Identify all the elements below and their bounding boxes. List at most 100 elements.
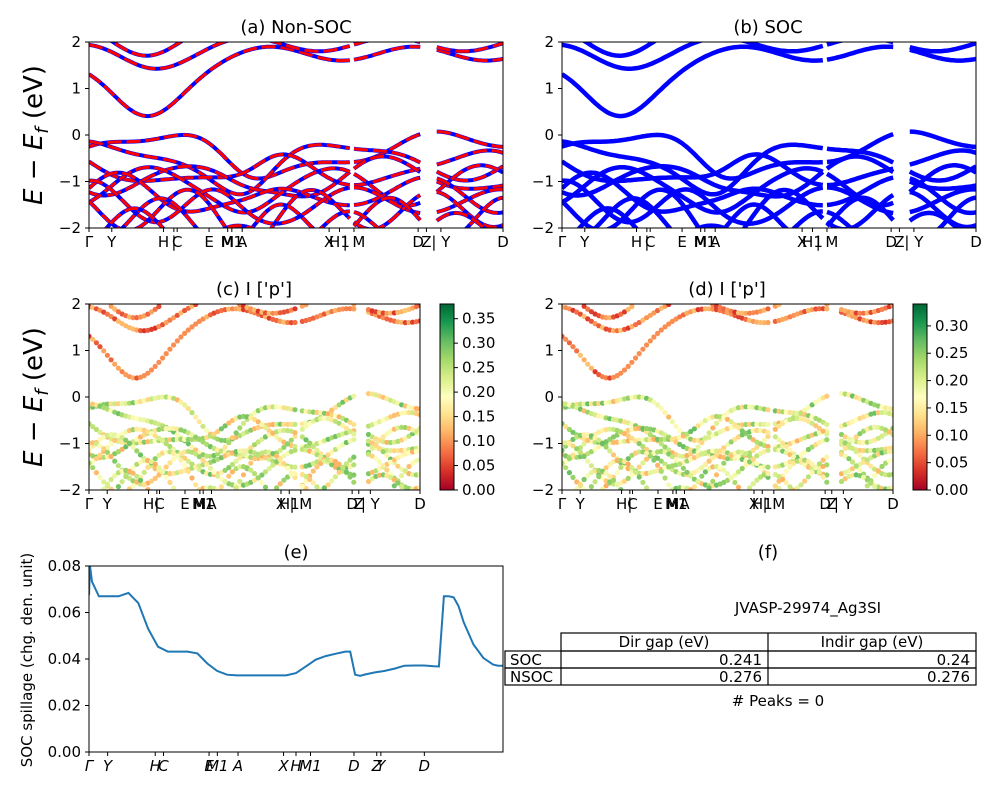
panel-c-point [200, 439, 206, 445]
panel-d-point [662, 475, 668, 481]
panel-c-point [270, 310, 276, 316]
panel-d-xtick-label: Y [575, 495, 586, 513]
panel-d-point [761, 320, 767, 326]
panel-c-point [141, 469, 147, 475]
panel-c-point [303, 304, 309, 308]
panel-d-point [890, 484, 893, 490]
panel-c-point [126, 440, 133, 446]
panel-c-point [89, 460, 92, 466]
panel-c-point [160, 394, 166, 400]
panel-d-point [625, 461, 631, 467]
panel-c-point [281, 477, 287, 483]
panel-c-point [115, 401, 121, 407]
panel-d-point [592, 479, 598, 485]
panel-c-point [163, 319, 169, 326]
panel-d-point [861, 448, 867, 454]
panel-c-point [380, 434, 386, 440]
panel-d-point [688, 487, 694, 490]
panel-d-point [621, 478, 628, 484]
panel-d-point [636, 449, 642, 455]
panel-c-point [351, 393, 357, 399]
panel-d-point [743, 310, 749, 316]
panel-d-point [647, 453, 653, 459]
panel-c-point [369, 445, 375, 451]
panel-d-point [655, 462, 661, 468]
panel-c-point [196, 318, 202, 324]
panel-c-point [108, 304, 114, 309]
panel-c-point [240, 472, 247, 478]
panel-d-point [776, 304, 782, 308]
panel-c-point [93, 470, 99, 476]
panel-c-point [336, 444, 342, 450]
table-row-soc-label: SOC [510, 651, 542, 669]
panel-c-xtick-label: D [346, 495, 358, 513]
panel-c-point [277, 447, 283, 453]
panel-d-point [633, 438, 639, 444]
panel-d-point [695, 444, 701, 450]
panel-c-point [262, 449, 269, 455]
panel-d-point [849, 459, 856, 465]
panel-c-point [343, 461, 349, 467]
panel-d-point [886, 429, 892, 435]
panel-d-point [662, 444, 668, 450]
panel-d-point [695, 423, 701, 429]
panel-d-point [570, 344, 576, 350]
panel-d-point [754, 460, 760, 467]
panel-c-point [171, 485, 177, 490]
panel-c-point [399, 483, 405, 490]
panel-c-point [215, 487, 221, 490]
panel-c-point [292, 474, 298, 480]
panel-d-point [724, 416, 731, 422]
panel-c-point [336, 469, 342, 475]
panel-d-point [636, 319, 642, 326]
panel-c-point [189, 461, 195, 467]
panel-c-point [255, 419, 261, 425]
panel-c-point [303, 423, 309, 429]
panel-d-point [585, 306, 591, 312]
panel-c-point [413, 429, 419, 435]
panel-c-point [104, 449, 110, 455]
panel-c-point [417, 412, 420, 418]
panel-c-point [262, 425, 269, 431]
panel-c-point [196, 436, 202, 443]
panel-c-point [108, 441, 114, 447]
panel-d-point [566, 470, 573, 476]
panel-d-point [754, 427, 760, 433]
panel-c-xtick-label: | [154, 495, 159, 513]
panel-c-xtick-label: Z [354, 495, 364, 513]
panel-c-point [145, 487, 151, 490]
panel-c-point [101, 486, 107, 490]
panel-b-band-5 [562, 148, 976, 188]
panel-d-point [802, 478, 808, 484]
panel-d-cb-tick-label: 0.10 [935, 426, 968, 444]
panel-c-xtick-label: D [414, 495, 426, 513]
panel-c-colorbar [439, 303, 455, 491]
panel-c-point [174, 453, 180, 459]
panel-d-point [640, 346, 646, 352]
panel-c-point [292, 421, 298, 427]
panel-d-point [713, 472, 720, 478]
panel-c-point [417, 431, 420, 438]
panel-d-point [864, 483, 870, 489]
panel-c-point [237, 455, 243, 461]
panel-d-point [765, 421, 771, 427]
panel-c-point [299, 434, 305, 440]
panel-c-point [167, 471, 173, 477]
panel-c-xtick-label: Y [102, 495, 113, 513]
panel-d-point [724, 456, 731, 462]
panel-d-cb-tick-label: 0.20 [935, 372, 968, 390]
panel-c-point [233, 458, 239, 464]
panel-c-point [277, 437, 283, 443]
panel-c-point [336, 402, 342, 408]
panel-c-ytick-label: 0 [71, 388, 81, 406]
panel-c-point [163, 474, 169, 480]
panel-e-xtick-label: E [204, 757, 214, 775]
panel-d-xtick-label: H [616, 495, 627, 513]
panel-c-point [171, 456, 177, 462]
peaks-label: # Peaks = 0 [732, 692, 824, 710]
table-row-nsoc-dir: 0.276 [719, 668, 762, 686]
panel-d-point [644, 446, 650, 452]
panel-a-band-nsoc-2 [110, 42, 184, 58]
panel-c-point [285, 319, 291, 326]
panel-c-point [329, 478, 335, 484]
